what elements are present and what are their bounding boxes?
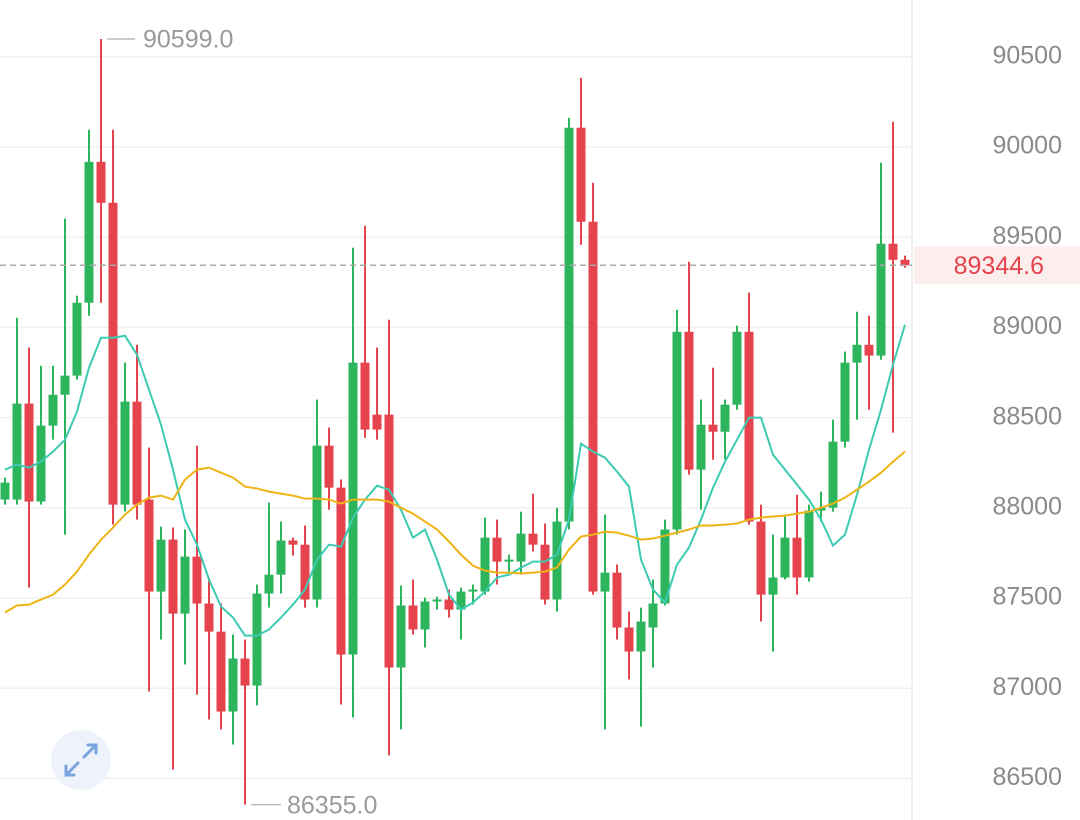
candle-body [120, 401, 130, 505]
y-tick-label: 86500 [992, 763, 1062, 791]
candle-body [864, 344, 874, 356]
candle-body [480, 537, 490, 592]
candle-body [384, 414, 394, 668]
candle-body [396, 605, 406, 668]
candle-body [132, 401, 142, 505]
candle-body [312, 445, 322, 600]
candle-body [408, 605, 418, 630]
candle-body [576, 127, 586, 222]
candle-body [876, 243, 886, 356]
candle-body [372, 414, 382, 430]
candle-body [192, 556, 202, 604]
candle-body [828, 441, 838, 508]
candle-body [300, 544, 310, 600]
candle-body [504, 559, 514, 562]
candle-body [888, 243, 898, 260]
candle-body [516, 533, 526, 562]
candle-body [768, 577, 778, 595]
candle-body [660, 529, 670, 604]
candle-body [144, 499, 154, 592]
candle-body [216, 631, 226, 712]
candle-body [264, 574, 274, 594]
candle-body [336, 487, 346, 655]
y-tick-label: 89000 [992, 312, 1062, 340]
candle-body [240, 658, 250, 686]
candle-body [276, 540, 286, 575]
candle-body [684, 331, 694, 470]
last-price-box [914, 246, 1080, 285]
candle-body [360, 362, 370, 430]
candle-body [624, 627, 634, 652]
candle-body [288, 540, 298, 545]
moving-average-line [4, 324, 906, 637]
high-label: 90599.0 [143, 26, 233, 54]
candle-body [72, 302, 82, 376]
candle-body [612, 572, 622, 628]
candle-body [180, 556, 190, 614]
candle-body [816, 507, 826, 511]
low-label: 86355.0 [287, 791, 377, 819]
candle-body [648, 603, 658, 628]
candle-body [420, 601, 430, 630]
candle-body [48, 394, 58, 426]
candle-body [744, 331, 754, 522]
candle-body [564, 127, 574, 522]
candle-body [804, 510, 814, 578]
candle-body [732, 331, 742, 405]
candle-body [636, 621, 646, 652]
candle-body [492, 537, 502, 562]
candle-body [204, 603, 214, 632]
candle-body [900, 259, 910, 266]
candle-body [672, 331, 682, 530]
candle-body [456, 591, 466, 610]
candle-body [96, 161, 106, 203]
last-price-label: 89344.6 [954, 252, 1044, 280]
candle-body [432, 599, 442, 602]
candle-body [528, 533, 538, 545]
candle-body [780, 537, 790, 578]
candle-body [696, 424, 706, 470]
candle-body [444, 599, 454, 610]
y-tick-label: 90500 [992, 41, 1062, 69]
candle-body [756, 521, 766, 595]
candle-body [24, 403, 34, 502]
candle-body [552, 521, 562, 600]
candle-body [228, 658, 238, 712]
candle-body [168, 539, 178, 614]
candle-body [348, 362, 358, 655]
candle-body [36, 425, 46, 502]
candle-body [12, 403, 22, 500]
y-tick-label: 87000 [992, 673, 1062, 701]
candle-body [600, 572, 610, 592]
candle-body [0, 482, 10, 500]
candle-body [60, 375, 70, 395]
moving-average-line [4, 450, 906, 614]
candle-body [588, 221, 598, 592]
candle-body [108, 202, 118, 505]
expand-icon[interactable] [64, 743, 98, 777]
y-tick-label: 89500 [992, 222, 1062, 250]
y-tick-label: 90000 [992, 132, 1062, 160]
y-tick-label: 88500 [992, 402, 1062, 430]
candle-body [324, 445, 334, 488]
candle-body [792, 537, 802, 578]
expand-circle[interactable] [51, 730, 111, 790]
candle-body [708, 424, 718, 432]
y-tick-label: 87500 [992, 583, 1062, 611]
candle-body [720, 404, 730, 432]
candle-body [852, 344, 862, 363]
candle-body [156, 539, 166, 592]
expand-button[interactable] [51, 730, 111, 790]
candle-body [468, 589, 478, 592]
candle-body [840, 362, 850, 442]
candle-body [84, 161, 94, 303]
candle-body [252, 593, 262, 686]
y-tick-label: 88000 [992, 492, 1062, 520]
